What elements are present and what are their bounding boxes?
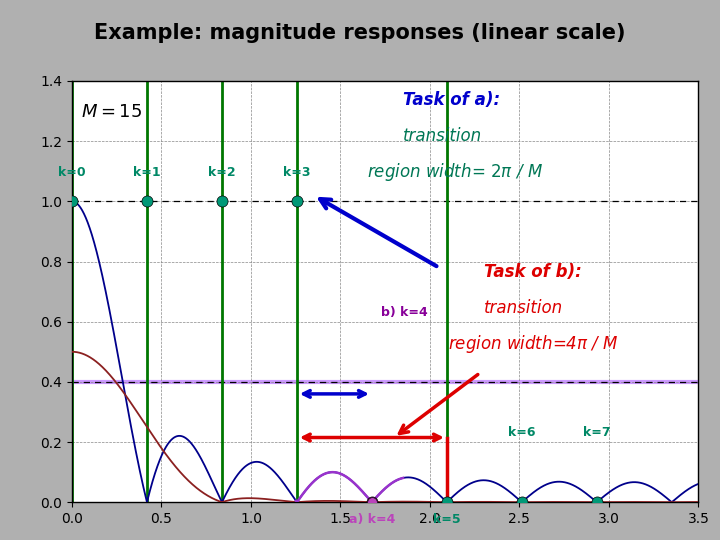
- Text: k=7: k=7: [583, 426, 611, 439]
- Text: transition: transition: [484, 299, 563, 316]
- Text: Task of b):: Task of b):: [484, 262, 581, 281]
- Text: transition: transition: [403, 127, 482, 145]
- Text: a) k=4: a) k=4: [348, 513, 395, 526]
- Text: k=2: k=2: [208, 166, 235, 179]
- Text: k=0: k=0: [58, 166, 86, 179]
- Text: Task of a):: Task of a):: [403, 91, 500, 109]
- Text: k=5: k=5: [433, 513, 461, 526]
- Text: region width=4$\pi$ / $M$: region width=4$\pi$ / $M$: [448, 333, 618, 355]
- Text: Example: magnitude responses (linear scale): Example: magnitude responses (linear sca…: [94, 23, 626, 43]
- Text: k=3: k=3: [283, 166, 310, 179]
- Text: k=6: k=6: [508, 426, 536, 439]
- Text: b) k=4: b) k=4: [381, 306, 428, 319]
- Text: $M = 15$: $M = 15$: [81, 103, 142, 121]
- Text: region width= $2\pi$ / $M$: region width= $2\pi$ / $M$: [367, 161, 543, 183]
- Text: k=1: k=1: [133, 166, 161, 179]
